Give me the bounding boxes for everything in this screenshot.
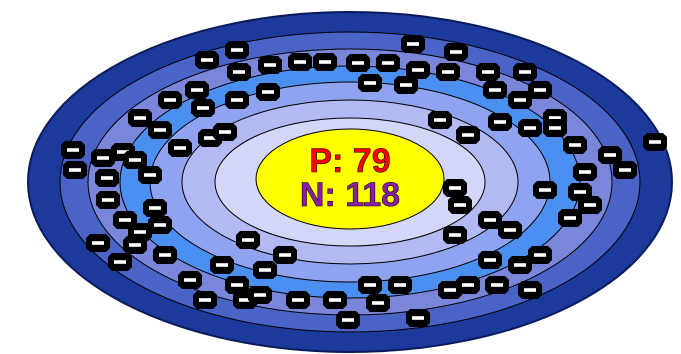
electron-minus-icon — [225, 91, 249, 109]
electron-minus-icon — [478, 251, 502, 269]
electron-minus-icon — [443, 179, 467, 197]
electron-minus-icon — [528, 246, 552, 264]
electron-minus-icon — [91, 149, 115, 167]
electron-minus-icon — [488, 113, 512, 131]
electron-minus-icon — [498, 221, 522, 239]
electron-minus-icon — [258, 56, 282, 74]
electron-minus-icon — [366, 294, 390, 312]
electron-minus-icon — [191, 99, 215, 117]
electron-minus-icon — [406, 309, 430, 327]
electron-minus-icon — [543, 119, 567, 137]
electron-minus-icon — [143, 199, 167, 217]
electron-minus-icon — [528, 81, 552, 99]
electron-minus-icon — [533, 181, 557, 199]
electron-minus-icon — [483, 81, 507, 99]
electron-minus-icon — [508, 256, 532, 274]
electron-minus-icon — [108, 253, 132, 271]
electron-minus-icon — [428, 111, 452, 129]
electron-minus-icon — [95, 169, 119, 187]
electron-minus-icon — [61, 141, 85, 159]
electron-minus-icon — [578, 196, 602, 214]
electron-minus-icon — [227, 63, 251, 81]
electron-minus-icon — [210, 256, 234, 274]
electron-minus-icon — [193, 291, 217, 309]
electron-minus-icon — [448, 196, 472, 214]
electron-minus-icon — [401, 35, 425, 53]
protons-label: P: 79 — [309, 142, 390, 180]
electron-minus-icon — [323, 291, 347, 309]
electron-minus-icon — [168, 139, 192, 157]
electron-minus-icon — [148, 216, 172, 234]
electron-minus-icon — [436, 63, 460, 81]
electron-minus-icon — [253, 261, 277, 279]
electron-minus-icon — [286, 291, 310, 309]
electron-minus-icon — [236, 231, 260, 249]
electron-minus-icon — [256, 83, 280, 101]
electron-minus-icon — [376, 54, 400, 72]
electron-minus-icon — [153, 246, 177, 264]
electron-minus-icon — [148, 121, 172, 139]
electron-minus-icon — [138, 166, 162, 184]
electron-minus-icon — [598, 146, 622, 164]
electron-minus-icon — [444, 43, 468, 61]
electron-minus-icon — [406, 61, 430, 79]
electron-minus-icon — [288, 53, 312, 71]
electron-minus-icon — [225, 276, 249, 294]
electron-minus-icon — [123, 151, 147, 169]
electron-minus-icon — [518, 119, 542, 137]
electron-minus-icon — [313, 53, 337, 71]
electron-minus-icon — [613, 161, 637, 179]
electron-minus-icon — [225, 41, 249, 59]
electron-minus-icon — [508, 91, 532, 109]
electron-minus-icon — [485, 276, 509, 294]
electron-minus-icon — [195, 51, 219, 69]
electron-minus-icon — [358, 276, 382, 294]
electron-minus-icon — [478, 211, 502, 229]
electron-minus-icon — [558, 209, 582, 227]
electron-minus-icon — [86, 234, 110, 252]
electron-minus-icon — [476, 63, 500, 81]
electron-minus-icon — [185, 81, 209, 99]
electron-minus-icon — [128, 109, 152, 127]
electron-minus-icon — [643, 133, 667, 151]
electron-minus-icon — [388, 276, 412, 294]
electron-minus-icon — [63, 161, 87, 179]
electron-minus-icon — [248, 286, 272, 304]
electron-minus-icon — [346, 54, 370, 72]
electron-minus-icon — [573, 163, 597, 181]
nucleus — [255, 128, 445, 230]
electron-minus-icon — [158, 91, 182, 109]
electron-minus-icon — [513, 63, 537, 81]
electron-minus-icon — [518, 281, 542, 299]
neutrons-label: N: 118 — [300, 176, 400, 214]
electron-minus-icon — [456, 126, 480, 144]
electron-minus-icon — [563, 136, 587, 154]
electron-minus-icon — [213, 123, 237, 141]
electrons — [61, 35, 667, 329]
electron-minus-icon — [273, 246, 297, 264]
electron-minus-icon — [336, 311, 360, 329]
electron-minus-icon — [394, 76, 418, 94]
electron-minus-icon — [456, 276, 480, 294]
electron-minus-icon — [96, 191, 120, 209]
electron-minus-icon — [443, 226, 467, 244]
electron-minus-icon — [178, 271, 202, 289]
electron-minus-icon — [358, 74, 382, 92]
electron-minus-icon — [123, 236, 147, 254]
